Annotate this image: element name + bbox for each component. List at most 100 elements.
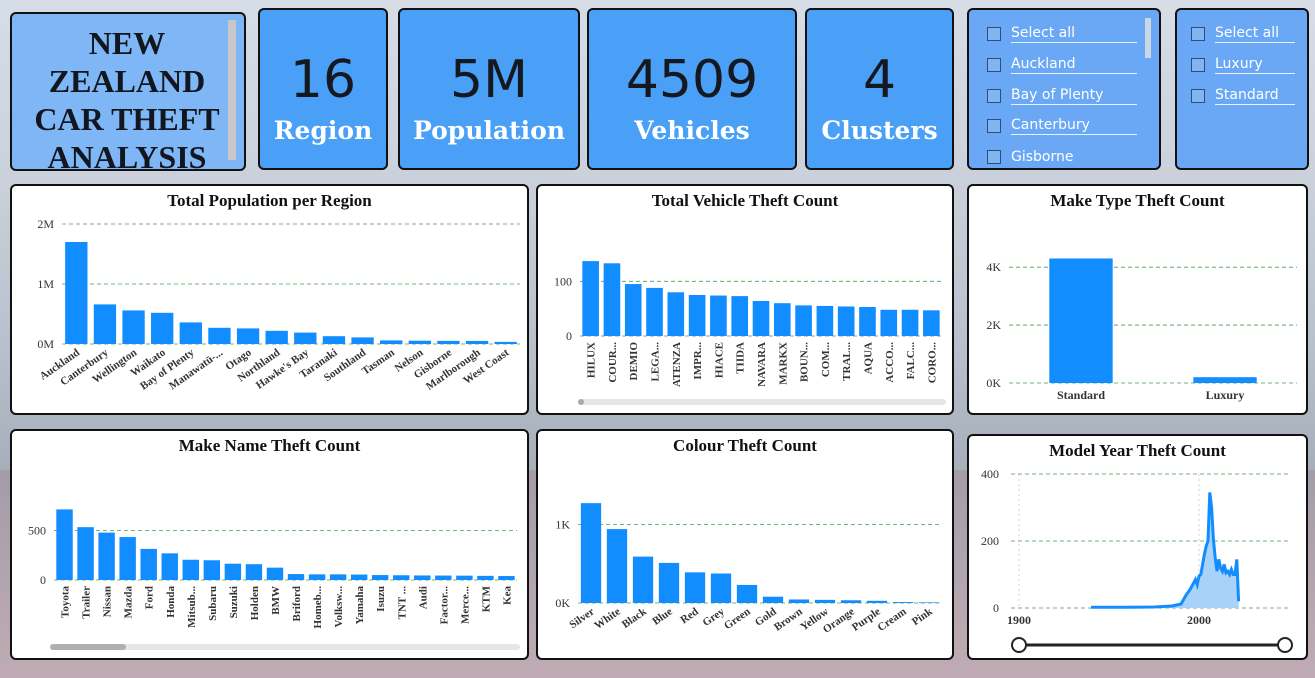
slicer-item-gisborne[interactable]: Gisborne [987, 146, 1073, 168]
x-tick-label: Briford [291, 586, 303, 621]
x-tick-label: 1900 [1007, 613, 1031, 627]
make-type-chart: Make Type Theft Count 0K 2K 4K Standard Luxu… [967, 184, 1308, 415]
slicer-item-auckland[interactable]: Auckland [987, 54, 1137, 76]
checkbox[interactable] [1191, 27, 1205, 41]
title-scrollbar[interactable] [228, 20, 236, 160]
bar [788, 599, 810, 603]
bar [658, 562, 680, 603]
population-chart-svg: 0M1M2MAucklandCanterburyWellingtonWaikat… [37, 217, 520, 393]
x-tick-label: Red [678, 606, 700, 627]
bar [840, 600, 862, 603]
make-type-slicer: Select all Luxury Standard [1175, 8, 1309, 170]
chart-title: Make Name Theft Count [178, 436, 361, 455]
bar [329, 574, 347, 580]
x-tick-label: Luxury [1206, 388, 1245, 402]
x-tick-label: CORO... [926, 342, 938, 384]
bar [816, 305, 834, 336]
checkbox[interactable] [1191, 89, 1205, 103]
x-tick-label: IMPR... [692, 342, 704, 380]
y-tick-label: 0K [986, 376, 1001, 390]
bar [477, 575, 494, 580]
bar [859, 307, 876, 336]
bar [161, 553, 178, 580]
bar [773, 303, 791, 336]
bar [182, 559, 200, 580]
slicer-item-bay-of-plenty[interactable]: Bay of Plenty [987, 85, 1137, 107]
bar [122, 310, 145, 344]
kpi-label: Vehicles [634, 116, 750, 145]
checkbox[interactable] [987, 150, 1001, 164]
x-tick-label: FALC... [905, 342, 917, 380]
bar [632, 556, 654, 603]
y-tick-label: 2M [37, 217, 54, 231]
kpi-value: 5M [450, 50, 528, 110]
bar [65, 242, 88, 344]
series-line [1091, 492, 1241, 609]
horizontal-scrollbar [578, 399, 946, 405]
bar [119, 537, 136, 580]
checkbox[interactable] [987, 119, 1001, 133]
x-tick-label: COM... [820, 342, 832, 377]
bar [287, 574, 305, 580]
x-tick-label: Toyota [60, 586, 72, 618]
bar [408, 340, 431, 344]
bar [580, 503, 602, 603]
chart-title: Model Year Theft Count [1049, 441, 1226, 460]
x-tick-label: COUR... [607, 342, 619, 383]
x-tick-label: Volksw... [333, 586, 345, 628]
slicer-item-select-all[interactable]: Select all [987, 23, 1137, 45]
x-tick-label: Silver [567, 606, 597, 632]
bar [151, 312, 174, 344]
model-year-chart: Model Year Theft Count 0 200 400 1900 2000 [967, 434, 1308, 660]
chart-title: Colour Theft Count [673, 436, 817, 455]
bar [437, 340, 460, 344]
bar [1049, 258, 1113, 383]
kpi-label: Region [273, 116, 373, 145]
checkbox[interactable] [987, 89, 1001, 103]
y-tick-label: 200 [981, 534, 999, 548]
bar [918, 602, 940, 603]
x-tick-label: Honda [165, 586, 177, 618]
x-tick-label: Purple [850, 606, 883, 634]
y-tick-label: 500 [28, 524, 46, 538]
bar [236, 328, 260, 344]
bar [837, 306, 855, 336]
checkbox[interactable] [1191, 58, 1205, 72]
bar [814, 599, 836, 603]
vehicle-theft-chart: Total Vehicle Theft Count 0 100 HILUX COUR.… [536, 184, 954, 415]
slicer-item-luxury[interactable]: Luxury [1191, 54, 1295, 76]
x-tick-label: White [592, 606, 623, 632]
x-tick-label: KTM [480, 585, 492, 612]
x-tick-label: Isuzu [375, 586, 387, 612]
scrollbar-thumb [578, 399, 584, 405]
x-tick-label: AQUA [862, 342, 874, 374]
bar [140, 548, 157, 580]
x-tick-label: Green [722, 606, 753, 633]
x-tick-label: Subaru [207, 586, 219, 621]
slicer-item-canterbury[interactable]: Canterbury [987, 115, 1137, 137]
bar [880, 309, 898, 336]
make-type-chart-svg: 0K 2K 4K Standard Luxury [986, 258, 1297, 402]
bar [393, 575, 410, 580]
bar [582, 261, 599, 336]
y-tick-label: 0K [555, 596, 570, 610]
chart-title: Total Vehicle Theft Count [651, 191, 839, 210]
slicer-scrollbar[interactable] [1145, 18, 1151, 58]
kpi-value: 4 [862, 50, 897, 110]
x-tick-label: TRAL... [841, 342, 853, 381]
colour-chart: Colour Theft Count 0K 1K Silver White Black B… [536, 429, 954, 660]
x-tick-label: Ford [144, 586, 156, 609]
checkbox[interactable] [987, 58, 1001, 72]
slicer-item-standard[interactable]: Standard [1191, 85, 1295, 107]
checkbox[interactable] [987, 27, 1001, 41]
x-tick-label: ATENZA [671, 342, 683, 387]
bar [795, 305, 812, 336]
bar [245, 564, 263, 580]
x-tick-label: Cream [875, 606, 908, 634]
x-tick-label: Merce... [459, 586, 471, 624]
x-tick-label: Black [620, 605, 650, 631]
bar [203, 560, 221, 580]
x-tick-label: DEMIO [628, 342, 640, 381]
slicer-item-select-all[interactable]: Select all [1191, 23, 1295, 45]
